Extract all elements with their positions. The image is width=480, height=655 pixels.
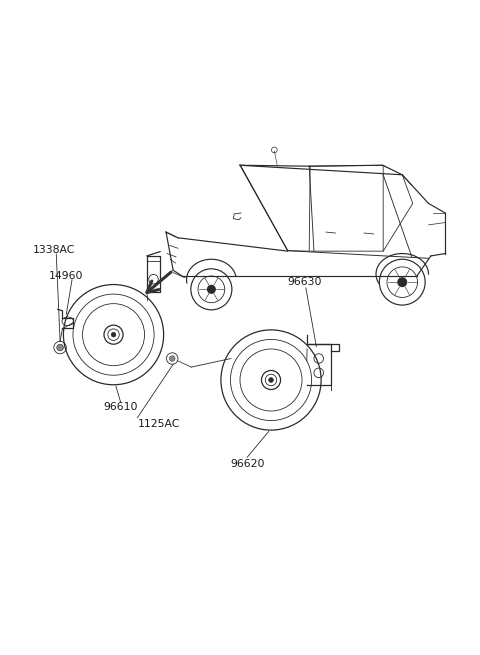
Circle shape [207, 286, 215, 293]
Circle shape [57, 345, 63, 351]
Circle shape [398, 278, 407, 286]
Text: 14960: 14960 [49, 271, 84, 281]
Text: 96630: 96630 [288, 277, 322, 287]
Text: 1338AC: 1338AC [33, 245, 75, 255]
Text: 96620: 96620 [230, 458, 264, 469]
Circle shape [169, 356, 175, 362]
Text: 1125AC: 1125AC [137, 419, 180, 429]
Circle shape [111, 332, 116, 337]
Circle shape [269, 378, 274, 383]
Text: 96610: 96610 [103, 402, 138, 413]
